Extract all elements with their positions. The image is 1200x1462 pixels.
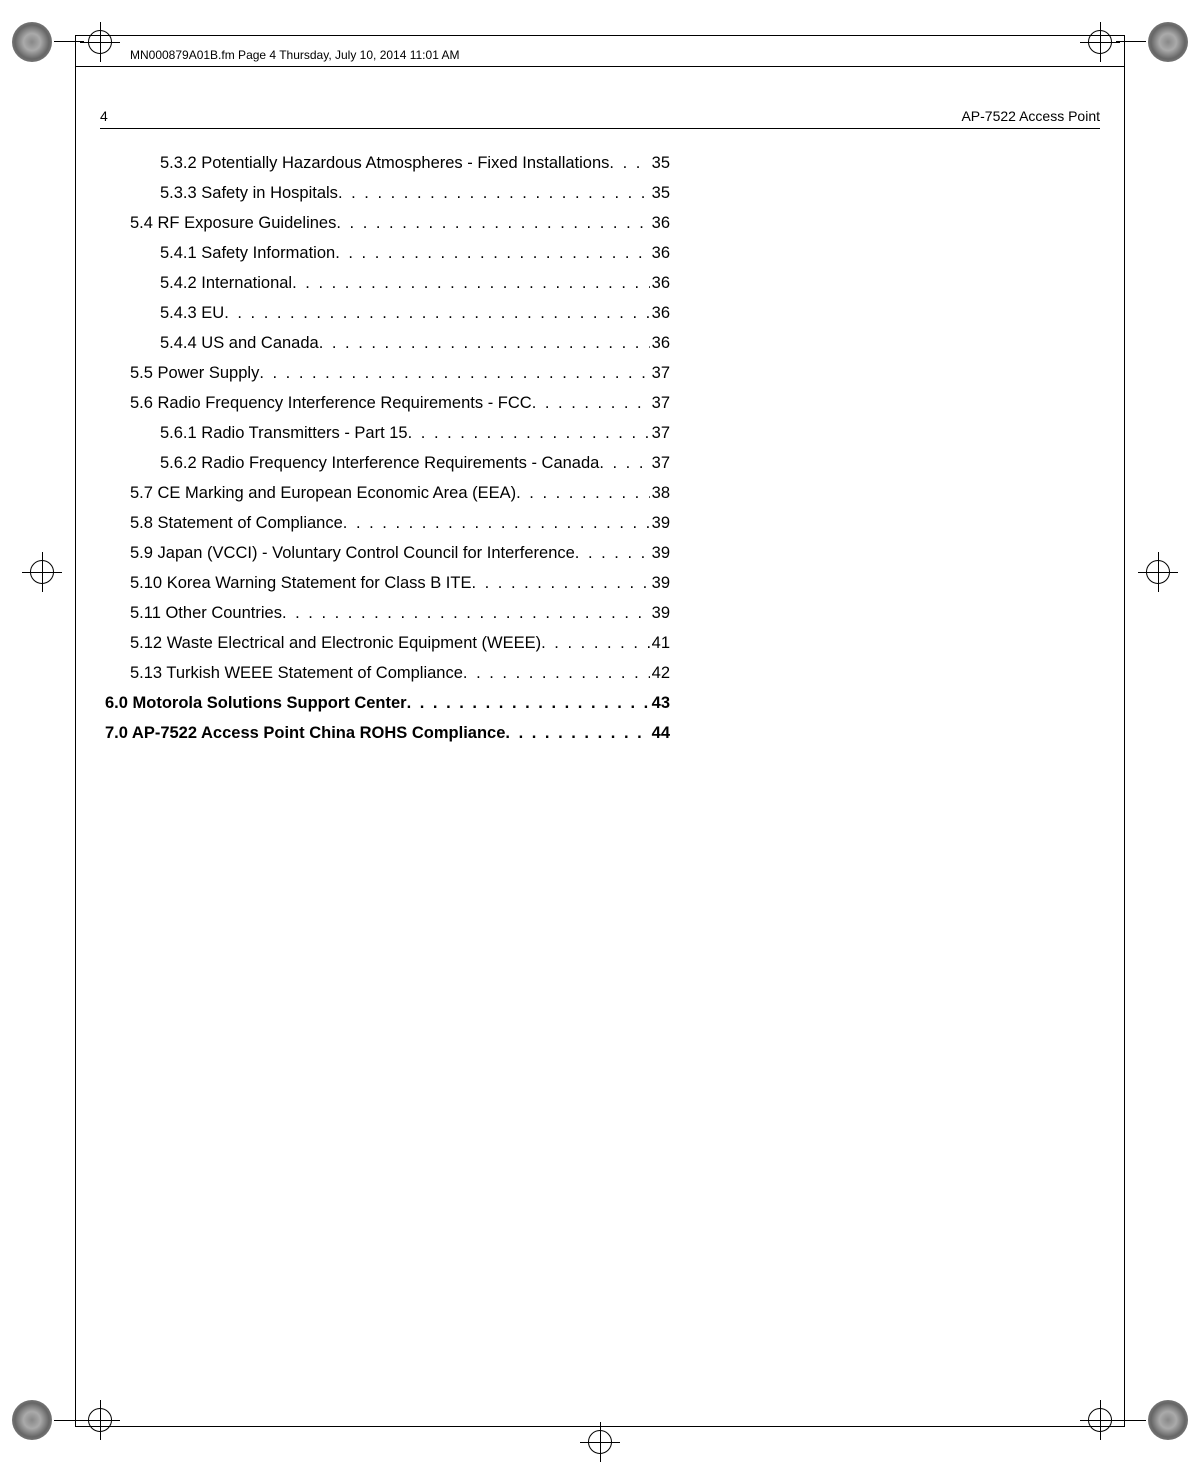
toc-entry-title: 5.5 Power Supply [130,358,259,388]
crop-target-icon [588,1430,612,1454]
toc-entry-page: 37 [650,358,670,388]
toc-leader-dots [516,478,650,508]
toc-entry-page: 43 [650,688,670,718]
toc-entry-page: 39 [650,598,670,628]
toc-leader-dots [609,148,649,178]
toc-entry-title: 5.6 Radio Frequency Interference Require… [130,388,532,418]
toc-entry-page: 35 [650,148,670,178]
toc-entry: 5.6.1 Radio Transmitters - Part 15 37 [105,418,670,448]
toc-entry-page: 36 [650,268,670,298]
toc-entry-page: 36 [650,238,670,268]
toc-entry-title: 5.4.3 EU [160,298,224,328]
toc-entry-title: 5.11 Other Countries [130,598,282,628]
toc-leader-dots [575,538,650,568]
toc-entry-page: 35 [650,178,670,208]
doc-title: AP-7522 Access Point [961,108,1100,124]
toc-entry-page: 39 [650,568,670,598]
toc-entry: 5.6.2 Radio Frequency Interference Requi… [105,448,670,478]
registration-mark [12,1400,52,1440]
toc-entry-title: 5.12 Waste Electrical and Electronic Equ… [130,628,541,658]
toc-entry: 5.6 Radio Frequency Interference Require… [105,388,670,418]
toc-leader-dots [463,658,650,688]
toc-entry: 5.7 CE Marking and European Economic Are… [105,478,670,508]
toc-leader-dots [408,418,650,448]
toc-entry-title: 5.3.3 Safety in Hospitals [160,178,338,208]
toc-entry: 5.4.1 Safety Information 36 [105,238,670,268]
toc-entry: 5.3.3 Safety in Hospitals 35 [105,178,670,208]
toc-entry-title: 5.6.2 Radio Frequency Interference Requi… [160,448,599,478]
toc-leader-dots [532,388,650,418]
toc-leader-dots [541,628,650,658]
toc-entry-page: 39 [650,508,670,538]
toc-entry: 5.4.2 International 36 [105,268,670,298]
toc-entry-title: 7.0 AP-7522 Access Point China ROHS Comp… [105,718,505,748]
toc-entry: 5.9 Japan (VCCI) - Voluntary Control Cou… [105,538,670,568]
toc-leader-dots [505,718,649,748]
toc-entry-title: 5.4.1 Safety Information [160,238,335,268]
toc-entry-page: 36 [650,328,670,358]
toc-entry-page: 42 [650,658,670,688]
page-header: 4 AP-7522 Access Point [100,108,1100,129]
registration-mark [1148,22,1188,62]
toc-entry: 5.4.3 EU 36 [105,298,670,328]
toc-entry-page: 37 [650,448,670,478]
toc-entry: 5.13 Turkish WEEE Statement of Complianc… [105,658,670,688]
toc-entry-title: 5.8 Statement of Compliance [130,508,343,538]
page-number: 4 [100,108,108,124]
toc-entry-page: 37 [650,388,670,418]
crop-target-icon [1146,560,1170,584]
crop-target-icon [30,560,54,584]
meta-underline [76,66,1124,67]
table-of-contents: 5.3.2 Potentially Hazardous Atmospheres … [105,148,670,748]
toc-entry: 5.3.2 Potentially Hazardous Atmospheres … [105,148,670,178]
toc-leader-dots [336,208,649,238]
toc-entry-page: 39 [650,538,670,568]
toc-entry-title: 5.4.2 International [160,268,292,298]
toc-entry: 5.4 RF Exposure Guidelines 36 [105,208,670,238]
toc-leader-dots [259,358,649,388]
toc-leader-dots [282,598,650,628]
toc-entry: 5.10 Korea Warning Statement for Class B… [105,568,670,598]
registration-mark [1148,1400,1188,1440]
toc-entry: 5.12 Waste Electrical and Electronic Equ… [105,628,670,658]
toc-entry-page: 44 [650,718,670,748]
toc-entry-title: 5.10 Korea Warning Statement for Class B… [130,568,471,598]
toc-entry: 5.8 Statement of Compliance 39 [105,508,670,538]
toc-entry-page: 41 [650,628,670,658]
toc-entry-title: 5.4.4 US and Canada [160,328,319,358]
toc-leader-dots [335,238,649,268]
toc-entry-title: 5.13 Turkish WEEE Statement of Complianc… [130,658,463,688]
toc-entry: 5.11 Other Countries 39 [105,598,670,628]
toc-entry-page: 37 [650,418,670,448]
toc-entry-title: 5.7 CE Marking and European Economic Are… [130,478,516,508]
registration-mark [12,22,52,62]
toc-entry-title: 5.3.2 Potentially Hazardous Atmospheres … [160,148,609,178]
toc-leader-dots [224,298,649,328]
toc-entry-page: 36 [650,298,670,328]
toc-leader-dots [338,178,650,208]
toc-entry-title: 5.9 Japan (VCCI) - Voluntary Control Cou… [130,538,575,568]
toc-leader-dots [471,568,649,598]
toc-leader-dots [407,688,650,718]
toc-entry: 5.5 Power Supply 37 [105,358,670,388]
toc-entry-title: 5.6.1 Radio Transmitters - Part 15 [160,418,408,448]
toc-leader-dots [343,508,650,538]
toc-entry-page: 36 [650,208,670,238]
toc-leader-dots [292,268,650,298]
toc-entry: 5.4.4 US and Canada 36 [105,328,670,358]
toc-leader-dots [599,448,649,478]
toc-entry: 6.0 Motorola Solutions Support Center 43 [105,688,670,718]
toc-entry-title: 6.0 Motorola Solutions Support Center [105,688,407,718]
toc-entry-page: 38 [650,478,670,508]
toc-entry-title: 5.4 RF Exposure Guidelines [130,208,336,238]
toc-leader-dots [319,328,650,358]
file-meta-line: MN000879A01B.fm Page 4 Thursday, July 10… [130,48,460,62]
toc-entry: 7.0 AP-7522 Access Point China ROHS Comp… [105,718,670,748]
